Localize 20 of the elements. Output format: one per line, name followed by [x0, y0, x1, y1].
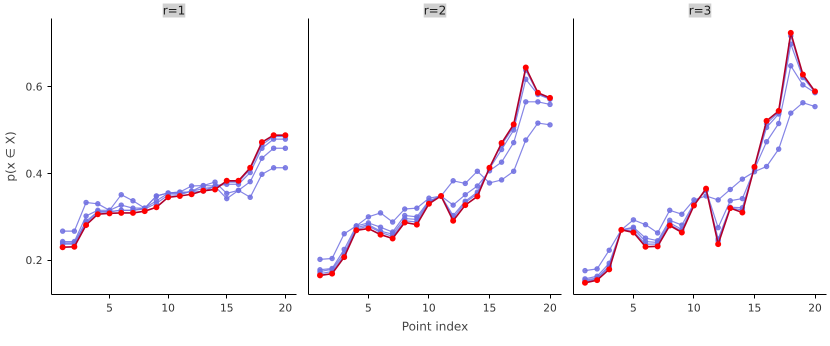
chart-title: r=1 [162, 4, 186, 18]
y-tick-label: 0.2 [26, 254, 43, 268]
y-axis-title: p(x ∈ X) [4, 131, 18, 182]
x-axis-title: Point index [402, 320, 468, 334]
x-tick-label: 5 [365, 302, 372, 314]
x-tick-label: 5 [630, 302, 637, 314]
chart-title: r=2 [424, 4, 446, 18]
x-tick-label: 15 [748, 302, 762, 314]
y-tick-label: 0.6 [26, 80, 43, 94]
x-tick-label: 10 [161, 302, 176, 314]
x-tick-label: 20 [808, 302, 822, 314]
x-tick-label: 5 [106, 302, 113, 314]
chart-title: r=3 [688, 4, 712, 18]
x-tick-label: 15 [220, 302, 234, 314]
y-tick-label: 0.4 [26, 167, 43, 180]
x-tick-label: 10 [422, 302, 436, 314]
x-tick-label: 20 [278, 302, 292, 314]
x-tick-label: 20 [543, 302, 557, 314]
x-tick-label: 10 [687, 302, 701, 314]
x-tick-label: 15 [482, 302, 496, 314]
